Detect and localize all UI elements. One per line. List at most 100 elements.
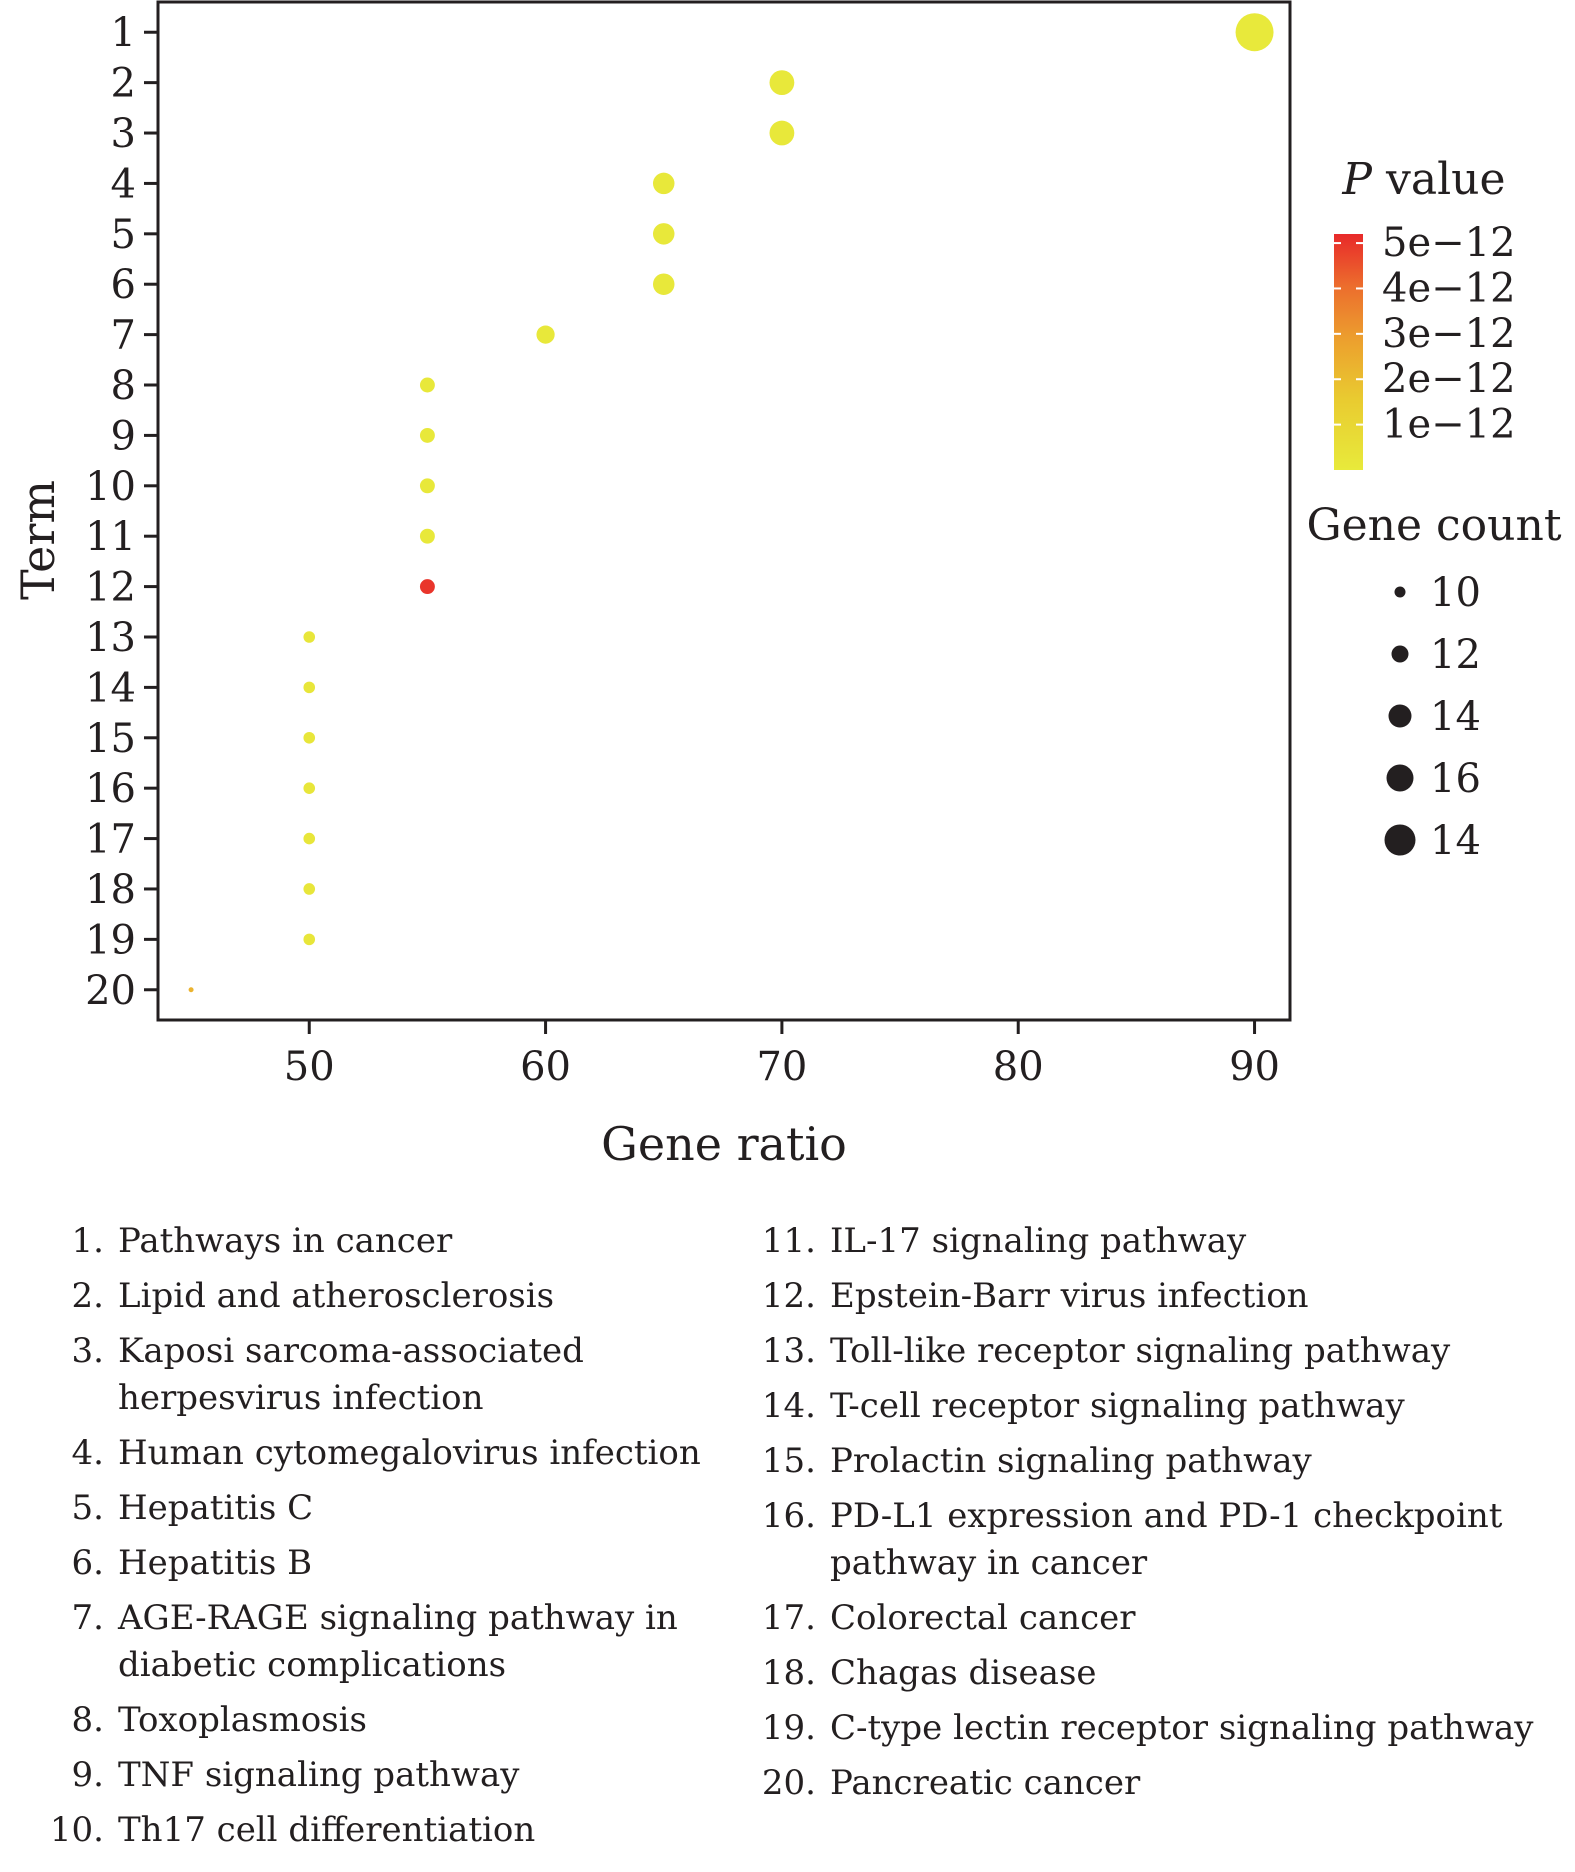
x-axis: 50 60 70 80 90: [284, 1020, 1280, 1090]
term-name: Toll-like receptor signaling pathway: [830, 1331, 1451, 1371]
data-point-term-17: [303, 832, 316, 845]
y-tick-label: 15: [85, 716, 136, 762]
term-number: 1.: [71, 1221, 104, 1261]
data-point-term-7: [536, 325, 555, 344]
y-tick-label: 4: [111, 161, 136, 207]
data-point-term-9: [419, 427, 435, 443]
gene-count-legend-label: 12: [1430, 632, 1481, 678]
p-value-legend-title-rest: value: [1372, 154, 1506, 205]
data-point-term-5: [652, 223, 675, 245]
gene-count-legend-label: 14: [1430, 818, 1481, 864]
colorbar-label: 1e−12: [1382, 402, 1516, 448]
gene-count-legend-label: 10: [1430, 570, 1481, 616]
data-point-term-16: [303, 782, 316, 794]
term-name: Pancreatic cancer: [830, 1763, 1141, 1803]
term-name: PD-L1 expression and PD-1 checkpoint pat…: [830, 1496, 1503, 1583]
term-number: 14.: [761, 1386, 816, 1426]
term-number: 11.: [761, 1221, 816, 1261]
term-item: 3. Kaposi sarcoma-associated herpesvirus …: [48, 1328, 728, 1422]
term-item: 13. Toll-like receptor signaling pathway: [760, 1328, 1560, 1375]
term-number: 7.: [71, 1598, 104, 1638]
term-item: 4. Human cytomegalovirus infection: [48, 1430, 728, 1477]
y-tick-label: 10: [85, 464, 136, 510]
term-item: 6. Hepatitis B: [48, 1540, 728, 1587]
y-tick-label: 13: [85, 615, 136, 661]
term-item: 7. AGE-RAGE signaling pathway in diabetic…: [48, 1595, 728, 1689]
y-tick-label: 18: [85, 867, 136, 913]
y-tick-label: 9: [111, 413, 136, 459]
term-number: 4.: [71, 1433, 104, 1473]
term-number: 12.: [761, 1276, 816, 1316]
data-point-term-12: [419, 579, 435, 595]
term-number: 5.: [71, 1488, 104, 1528]
p-value-legend-title: P value: [1341, 154, 1505, 205]
term-name: Chagas disease: [830, 1653, 1097, 1693]
term-item: 18. Chagas disease: [760, 1650, 1560, 1697]
term-name: Hepatitis C: [118, 1488, 314, 1528]
plot-frame: [156, 0, 1292, 1022]
term-name: TNF signaling pathway: [118, 1755, 520, 1795]
colorbar-label: 2e−12: [1382, 356, 1516, 402]
gene-count-legend-dot: [1386, 764, 1414, 792]
term-number: 20.: [761, 1763, 816, 1803]
term-item: 8. Toxoplasmosis: [48, 1697, 728, 1744]
colorbar-label: 4e−12: [1382, 265, 1516, 311]
term-number: 17.: [761, 1598, 816, 1638]
y-tick-label: 12: [85, 565, 136, 611]
term-item: 19. C-type lectin receptor signaling path…: [760, 1705, 1560, 1752]
y-tick-label: 6: [111, 262, 136, 308]
term-number: 19.: [761, 1708, 816, 1748]
gene-count-legend-dot: [1384, 824, 1416, 856]
term-name: Th17 cell differentiation: [118, 1810, 536, 1850]
term-item: 10. Th17 cell differentiation: [48, 1807, 728, 1854]
colorbar-label: 3e−12: [1382, 311, 1516, 357]
gene-count-legend-dot: [1391, 645, 1409, 663]
x-tick-label: 50: [284, 1044, 335, 1090]
term-name: Colorectal cancer: [830, 1598, 1136, 1638]
data-point-term-4: [652, 172, 675, 195]
term-number: 18.: [761, 1653, 816, 1693]
term-item: 14. T-cell receptor signaling pathway: [760, 1383, 1560, 1430]
gene-count-legend-dot: [1394, 586, 1406, 598]
term-number: 10.: [49, 1810, 104, 1850]
term-number: 3.: [71, 1331, 104, 1371]
gene-count-legend-items: 10 12 14 16 14: [1384, 570, 1481, 864]
data-point-term-3: [769, 120, 795, 146]
data-point-term-2: [769, 70, 795, 96]
term-name: Toxoplasmosis: [118, 1700, 367, 1740]
term-name: T-cell receptor signaling pathway: [830, 1386, 1405, 1426]
term-name: C-type lectin receptor signaling pathway: [830, 1708, 1534, 1748]
gene-count-legend: Gene count 10 12 14 16 14: [1306, 500, 1561, 864]
data-point-term-18: [303, 883, 316, 895]
x-tick-label: 90: [1229, 1044, 1280, 1090]
y-tick-label: 11: [85, 514, 136, 560]
term-number: 6.: [71, 1543, 104, 1583]
term-item: 16. PD-L1 expression and PD-1 checkpoint …: [760, 1493, 1560, 1587]
term-name: Prolactin signaling pathway: [830, 1441, 1312, 1481]
term-item: 17. Colorectal cancer: [760, 1595, 1560, 1642]
term-list-left: 1. Pathways in cancer 2. Lipid and atherosc…: [48, 1218, 728, 1862]
gene-count-legend-label: 16: [1430, 756, 1481, 802]
term-number: 8.: [71, 1700, 104, 1740]
p-value-colorbar: [1334, 234, 1363, 470]
y-tick-label: 2: [111, 61, 136, 107]
y-tick-label: 8: [111, 363, 136, 409]
gene-count-legend-dot: [1388, 704, 1412, 728]
term-item: 20. Pancreatic cancer: [760, 1760, 1560, 1807]
data-point-term-1: [1235, 13, 1274, 52]
y-tick-label: 20: [85, 968, 136, 1014]
term-name: Hepatitis B: [118, 1543, 313, 1583]
data-point-term-8: [419, 377, 435, 393]
term-name: Pathways in cancer: [118, 1221, 453, 1261]
y-tick-label: 5: [111, 212, 136, 258]
data-point-term-19: [303, 933, 316, 946]
p-value-legend-title-italic: P: [1341, 154, 1373, 205]
term-name: Epstein-Barr virus infection: [830, 1276, 1309, 1316]
term-number: 13.: [761, 1331, 816, 1371]
term-name: Kaposi sarcoma-associated herpesvirus in…: [118, 1331, 584, 1418]
data-point-term-14: [303, 681, 316, 694]
term-number: 9.: [71, 1755, 104, 1795]
